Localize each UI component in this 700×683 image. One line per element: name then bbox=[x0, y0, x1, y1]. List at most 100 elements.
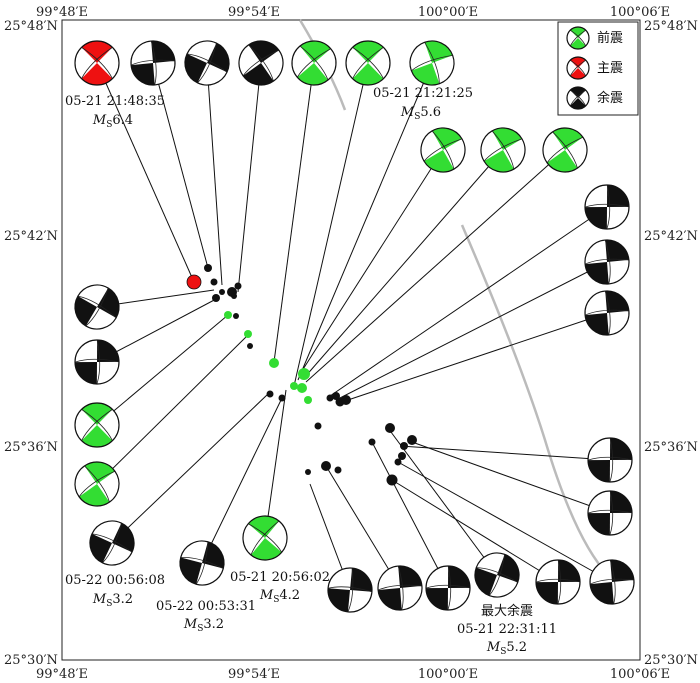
focal-mechanism-19 bbox=[179, 540, 225, 586]
connector-line bbox=[293, 62, 369, 387]
aftershock-epicenter bbox=[210, 278, 218, 286]
coord-right-1: 25°42′N bbox=[644, 229, 698, 244]
legend-label-foreshock: 前震 bbox=[597, 30, 623, 46]
connector-line bbox=[303, 149, 504, 379]
mainshock-time: 05-21 21:48:35 bbox=[65, 94, 165, 109]
aftershock-epicenter bbox=[386, 474, 398, 486]
foreshock-1-time: 05-21 21:21:25 bbox=[373, 86, 473, 101]
aftershock-epicenter bbox=[266, 390, 274, 398]
aftershock-epicenter bbox=[233, 313, 239, 319]
coord-left-1: 25°42′N bbox=[4, 229, 58, 244]
connector-line bbox=[96, 334, 249, 485]
focal-mechanism-28 bbox=[587, 490, 633, 536]
epicenters bbox=[186, 264, 417, 486]
foreshock-epicenter bbox=[290, 382, 298, 390]
focal-mechanism-15 bbox=[74, 339, 120, 385]
map-frame bbox=[61, 19, 641, 661]
focal-mechanism-11 bbox=[584, 184, 630, 230]
focal-mechanism-27 bbox=[587, 437, 633, 483]
aftershock-epicenter bbox=[212, 294, 220, 302]
coord-right-3: 25°30′N bbox=[644, 653, 698, 668]
focal-mechanism-18 bbox=[89, 520, 135, 566]
aftershock-epicenter bbox=[278, 394, 286, 402]
connector-line bbox=[411, 441, 611, 514]
foreshock-epicenter bbox=[244, 330, 252, 338]
connector-line bbox=[335, 261, 608, 401]
focal-mechanism-7 bbox=[409, 40, 455, 86]
focal-mechanism-23 bbox=[425, 565, 471, 611]
focal-mechanism-5 bbox=[291, 40, 337, 86]
coord-left-0: 25°48′N bbox=[4, 19, 58, 34]
connector-line bbox=[201, 397, 283, 564]
largest-aftershock-time: 05-21 22:31:11 bbox=[457, 622, 557, 637]
annotation-aftershock-2: 05-22 00:53:31 MS3.2 bbox=[156, 599, 256, 634]
largest-aftershock-title: 最大余震 bbox=[481, 603, 533, 619]
focal-mechanism-9 bbox=[480, 127, 526, 173]
annotation-foreshock-2: 05-21 20:56:02 MS4.2 bbox=[230, 570, 330, 605]
coord-bottom-2: 100°00′E bbox=[418, 667, 478, 682]
focal-mechanism-25 bbox=[535, 559, 581, 605]
aftershock-2-time: 05-22 00:53:31 bbox=[156, 599, 256, 614]
focal-mechanism-26 bbox=[589, 559, 635, 605]
connector-line bbox=[387, 427, 498, 576]
connector-line bbox=[397, 461, 613, 583]
focal-mechanism-2 bbox=[130, 40, 176, 86]
focal-mechanism-8 bbox=[420, 127, 466, 173]
connector-line bbox=[96, 297, 219, 363]
coord-right-2: 25°36′N bbox=[644, 440, 698, 455]
aftershock-epicenter bbox=[204, 264, 212, 272]
connector-line bbox=[96, 62, 195, 283]
annotation-aftershock-1: 05-22 00:56:08 MS3.2 bbox=[65, 573, 165, 609]
connector-line bbox=[399, 445, 611, 461]
foreshock-1-magnitude: MS5.6 bbox=[400, 105, 441, 122]
connector-line bbox=[329, 206, 608, 397]
connector-line bbox=[305, 149, 566, 383]
coord-bottom-0: 99°48′E bbox=[36, 667, 88, 682]
aftershock-epicenter bbox=[314, 422, 322, 430]
foreshock-epicenter bbox=[297, 383, 307, 393]
aftershock-epicenter bbox=[219, 289, 225, 295]
focal-mechanism-16 bbox=[74, 402, 120, 448]
focal-mechanism-14 bbox=[74, 284, 120, 330]
focal-mechanism-12 bbox=[584, 239, 630, 285]
legend-label-aftershock: 余震 bbox=[597, 90, 623, 106]
focal-mechanism-10 bbox=[542, 127, 588, 173]
connector-line bbox=[371, 441, 449, 589]
annotation-mainshock: 05-21 21:48:35 MS6.4 bbox=[65, 94, 165, 130]
aftershock-epicenter bbox=[341, 395, 351, 405]
aftershock-epicenter bbox=[385, 423, 395, 433]
focal-mechanism-1 bbox=[74, 40, 120, 86]
coord-bottom-3: 100°06′E bbox=[610, 667, 670, 682]
focal-mechanism-20 bbox=[242, 515, 288, 561]
connector-line bbox=[152, 62, 209, 269]
coord-top-2: 100°00′E bbox=[418, 5, 478, 20]
coord-left-3: 25°30′N bbox=[4, 653, 58, 668]
aftershock-1-time: 05-22 00:56:08 bbox=[65, 573, 165, 588]
focal-mechanism-13 bbox=[584, 290, 630, 336]
coord-top-1: 99°54′E bbox=[228, 5, 280, 20]
connector-line bbox=[96, 314, 229, 426]
aftershock-epicenter bbox=[400, 442, 408, 450]
focal-mechanism-22 bbox=[377, 565, 423, 611]
coord-bottom-1: 99°54′E bbox=[228, 667, 280, 682]
coord-left-2: 25°36′N bbox=[4, 440, 58, 455]
connector-line bbox=[391, 479, 559, 583]
aftershock-epicenter bbox=[247, 343, 253, 349]
connector-line bbox=[273, 62, 315, 363]
aftershock-epicenter bbox=[234, 282, 242, 290]
aftershock-2-magnitude: MS3.2 bbox=[183, 617, 224, 634]
focal-mechanism-3 bbox=[184, 40, 230, 86]
focal-mechanism-17 bbox=[74, 461, 120, 507]
aftershock-epicenter bbox=[398, 452, 406, 460]
legend-label-mainshock: 主震 bbox=[597, 61, 623, 76]
connector-line bbox=[299, 149, 444, 375]
focal-mechanisms bbox=[74, 40, 635, 613]
connector-line bbox=[111, 393, 269, 544]
legend-foreshock-icon bbox=[566, 26, 590, 50]
foreshock-epicenter bbox=[298, 368, 310, 380]
connector-line bbox=[206, 62, 223, 286]
aftershock-epicenter bbox=[305, 469, 311, 475]
aftershock-epicenter bbox=[334, 466, 342, 474]
connector-line bbox=[237, 62, 262, 293]
